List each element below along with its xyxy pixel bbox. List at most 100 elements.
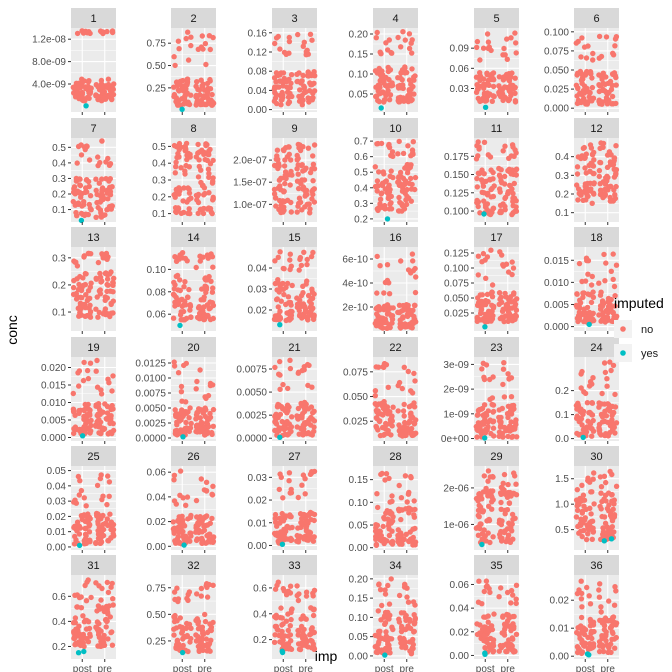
data-point-no — [475, 512, 481, 519]
data-point-no — [502, 52, 508, 58]
data-point-no — [280, 381, 286, 388]
data-point-no — [399, 77, 405, 83]
data-point-no — [203, 61, 209, 68]
data-point-no — [305, 69, 311, 75]
data-point-no — [108, 269, 114, 275]
data-point-no — [72, 592, 78, 598]
data-points — [70, 250, 117, 320]
data-point-no — [198, 308, 204, 315]
data-point-no — [374, 183, 380, 190]
facet-panel: 100.20.30.40.50.60.7postpre — [354, 118, 419, 238]
data-point-no — [582, 390, 589, 397]
y-tick-label: 0.15 — [349, 594, 369, 605]
data-point-no — [613, 634, 619, 641]
data-point-no — [513, 492, 520, 498]
data-point-no — [574, 503, 580, 509]
data-point-no — [288, 312, 295, 319]
data-point-no — [176, 540, 182, 546]
data-point-no — [611, 155, 617, 162]
data-point-no — [286, 317, 293, 323]
data-point-no — [498, 208, 504, 214]
facet-panel: 200.00000.00250.00500.00750.01000.0125po… — [135, 337, 217, 457]
data-point-no — [97, 430, 103, 437]
data-point-no — [379, 470, 385, 477]
data-point-no — [511, 153, 517, 159]
data-point-no — [574, 171, 581, 177]
data-point-no — [508, 394, 515, 400]
data-point-no — [490, 93, 496, 99]
data-point-no — [490, 534, 496, 540]
data-point-no — [96, 626, 102, 633]
data-point-no — [86, 78, 92, 84]
data-point-no — [510, 636, 516, 642]
data-point-no — [309, 37, 315, 43]
data-point-no — [401, 413, 407, 419]
data-point-no — [82, 313, 89, 319]
data-point-no — [210, 157, 216, 164]
data-point-no — [104, 501, 110, 508]
data-point-no — [591, 501, 597, 507]
y-tick-label: 0.075 — [343, 367, 368, 378]
data-point-no — [285, 294, 292, 300]
y-tick-label: 0.04 — [248, 86, 268, 97]
data-point-no — [409, 251, 416, 257]
data-point-no — [574, 182, 580, 188]
data-point-no — [488, 646, 494, 652]
data-point-yes — [479, 541, 485, 548]
data-point-no — [197, 415, 203, 421]
data-point-no — [485, 613, 491, 619]
y-tick-label: 0.04 — [47, 481, 67, 492]
data-point-no — [81, 199, 87, 205]
data-point-no — [396, 482, 402, 489]
data-point-no — [372, 164, 378, 170]
data-point-no — [303, 589, 310, 595]
data-point-no — [203, 479, 210, 485]
data-point-no — [582, 181, 589, 187]
data-point-no — [285, 100, 291, 107]
data-point-no — [182, 298, 188, 305]
data-point-no — [403, 164, 409, 170]
data-point-no — [386, 532, 393, 539]
data-point-no — [503, 648, 509, 655]
data-point-no — [274, 147, 281, 153]
data-point-no — [573, 302, 579, 309]
facet-strip — [171, 8, 216, 28]
data-point-no — [480, 183, 487, 189]
data-point-no — [171, 363, 178, 369]
data-point-no — [602, 278, 608, 284]
data-points — [271, 141, 318, 216]
y-tick-label: 6e-10 — [342, 255, 368, 266]
facet-strip-label: 11 — [491, 123, 502, 135]
data-point-no — [297, 87, 303, 93]
data-point-no — [203, 289, 209, 296]
data-point-no — [408, 475, 414, 481]
data-point-no — [97, 529, 104, 536]
data-point-no — [97, 407, 103, 413]
data-point-no — [201, 93, 207, 99]
data-point-no — [185, 185, 191, 191]
data-point-no — [585, 271, 591, 277]
data-point-no — [76, 531, 83, 537]
data-point-no — [107, 176, 114, 182]
data-point-no — [579, 649, 586, 655]
data-point-no — [288, 199, 294, 206]
data-point-no — [485, 530, 491, 536]
data-point-no — [274, 582, 280, 589]
y-tick-label: 0.100 — [444, 207, 469, 218]
data-point-no — [275, 280, 281, 286]
data-point-no — [198, 593, 204, 599]
data-point-no — [614, 313, 620, 319]
data-point-no — [489, 294, 496, 300]
data-point-no — [172, 303, 178, 309]
data-point-no — [395, 75, 401, 81]
facet-panel: 180.0000.0050.0100.015postpre — [544, 227, 620, 347]
data-point-no — [499, 314, 505, 320]
data-point-no — [93, 306, 99, 312]
data-point-no — [273, 91, 279, 98]
data-point-no — [172, 299, 178, 305]
data-point-no — [602, 181, 609, 187]
data-point-no — [589, 635, 595, 642]
data-point-no — [505, 308, 511, 315]
